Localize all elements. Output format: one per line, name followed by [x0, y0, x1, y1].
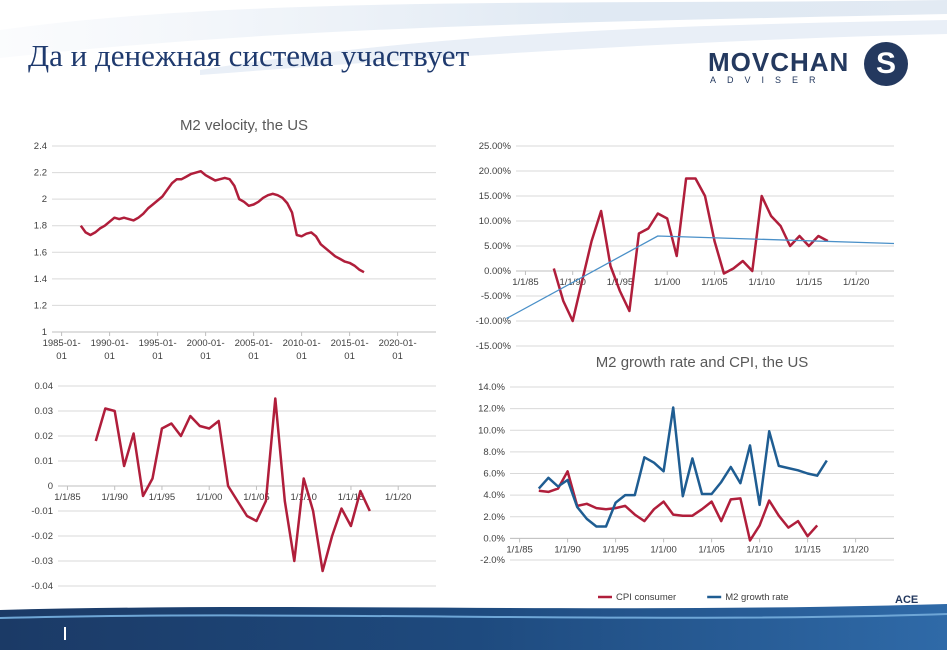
chart-svg: M2 velocity, the US 1 1.2 1.4 1.6 1.8 2 2.2 2.4 1… [34, 117, 436, 362]
y-tick-label: 14.0% [478, 382, 505, 393]
x-tick-label: 1/1/95 [149, 492, 175, 503]
x-tick-label: 2000-01-01 [187, 338, 225, 362]
legend-label-2: M2 growth rate [725, 592, 788, 603]
y-tick-label: -15.00% [476, 341, 512, 352]
x-tick-label: 1/1/00 [196, 492, 222, 503]
y-tick-label: 5.00% [484, 241, 511, 252]
x-tick-label: 1/1/05 [243, 492, 269, 503]
y-tick-label: 8.0% [483, 447, 505, 458]
x-tick-label: 1/1/05 [698, 544, 724, 555]
y-tick-label: 6.0% [483, 469, 505, 480]
x-tick-label: 1/1/00 [650, 544, 676, 555]
x-tick-label: 1985-01-01 [43, 338, 81, 362]
y-tick-label: 1.8 [34, 221, 47, 232]
y-tick-label: 0 [48, 481, 53, 492]
y-tick-label: 20.00% [479, 166, 512, 177]
legend-label-1: CPI consumer [616, 592, 676, 603]
x-tick-label: 1/1/15 [338, 492, 364, 503]
y-tick-label: 10.00% [479, 216, 512, 227]
chart-svg: 25.00% 20.00% 15.00% 10.00% 5.00% 0.00% -5.00%… [476, 141, 895, 352]
x-tick-label: 1/1/95 [607, 277, 633, 288]
y-tick-label: -0.02 [31, 531, 53, 542]
y-tick-label: -0.04 [31, 581, 53, 592]
y-tick-label: 0.02 [35, 431, 54, 442]
y-tick-label: 0.00% [484, 266, 511, 277]
x-tick-label: 1/1/85 [512, 277, 538, 288]
y-tick-label: 1.4 [34, 274, 47, 285]
y-tick-label: 2.0% [483, 512, 505, 523]
y-tick-label: 10.0% [478, 425, 505, 436]
logo-wordmark: MOVCHAN [708, 47, 850, 77]
x-tick-label: 1/1/20 [843, 277, 869, 288]
series-line-1 [79, 169, 365, 274]
y-tick-label: -10.00% [476, 316, 512, 327]
logo-subtitle: ADVISER [710, 75, 827, 85]
y-tick-label: 2.2 [34, 168, 47, 179]
x-tick-label: 1/1/85 [506, 544, 532, 555]
x-tick-label: 2015-01-01 [331, 338, 369, 362]
x-tick-label: 1/1/05 [701, 277, 727, 288]
y-tick-label: 1.6 [34, 247, 47, 258]
footer-page-mark [64, 627, 66, 640]
y-tick-label: 15.00% [479, 191, 512, 202]
chart-svg: M2 growth rate and CPI, the US 14.0% 12.0%… [478, 354, 894, 603]
y-tick-label: 2 [42, 194, 47, 205]
chart-title: M2 velocity, the US [180, 117, 308, 134]
logo-mark: S [864, 42, 908, 86]
x-tick-label: 1/1/20 [385, 492, 411, 503]
y-tick-label: 0.0% [483, 533, 505, 544]
x-tick-label: 2010-01-01 [283, 338, 321, 362]
x-tick-label: 1/1/90 [101, 492, 127, 503]
series-line-2 [537, 406, 828, 528]
x-tick-label: 1/1/00 [654, 277, 680, 288]
chart-m2-velocity: M2 velocity, the US 1 1.2 1.4 1.6 1.8 2 2.2 2.4 1… [28, 110, 448, 372]
chart-title: M2 growth rate and CPI, the US [596, 354, 809, 371]
y-tick-label: 0.01 [35, 456, 54, 467]
y-tick-label: 0.03 [35, 406, 54, 417]
x-tick-label: 1995-01-01 [139, 338, 177, 362]
y-tick-label: 25.00% [479, 141, 512, 152]
y-tick-label: -2.0% [480, 555, 505, 566]
chart-svg: 0.04 0.03 0.02 0.01 0 -0.01 -0.02 -0.03 -0.04 1/1… [31, 381, 436, 592]
chart-m2-growth-cpi: M2 growth rate and CPI, the US 14.0% 12.0%… [470, 354, 910, 610]
header-swoosh [0, 0, 947, 75]
x-tick-label: 1/1/15 [794, 544, 820, 555]
x-tick-label: 1/1/10 [290, 492, 316, 503]
chart-pct-deviation: 25.00% 20.00% 15.00% 10.00% 5.00% 0.00% -5.00%… [470, 138, 910, 353]
series-line-1 [94, 397, 371, 573]
series-line-1 [552, 177, 829, 323]
corner-fragment: ACE [895, 594, 919, 606]
y-tick-label: 0.04 [35, 381, 54, 392]
y-tick-label: -0.03 [31, 556, 53, 567]
series-line-1 [538, 470, 819, 542]
x-tick-label: 1/1/15 [796, 277, 822, 288]
x-tick-label: 1990-01-01 [91, 338, 129, 362]
y-tick-label: 4.0% [483, 490, 505, 501]
x-tick-label: 1/1/85 [54, 492, 80, 503]
y-tick-label: 1 [42, 327, 47, 338]
x-tick-label: 1/1/20 [842, 544, 868, 555]
y-tick-label: 2.4 [34, 141, 47, 152]
x-tick-label: 2020-01-01 [379, 338, 417, 362]
y-tick-label: 12.0% [478, 404, 505, 415]
x-tick-label: 1/1/10 [748, 277, 774, 288]
x-tick-label: 1/1/90 [554, 544, 580, 555]
y-tick-label: -5.00% [481, 291, 512, 302]
chart-small-deviation: 0.04 0.03 0.02 0.01 0 -0.01 -0.02 -0.03 -0.04 1/1… [28, 378, 448, 600]
slide-title: Да и денежная система участвует [28, 38, 470, 73]
series-line-2 [506, 235, 895, 320]
x-tick-label: 1/1/95 [602, 544, 628, 555]
company-logo: MOVCHAN ADVISER S [708, 42, 908, 88]
y-tick-label: -0.01 [31, 506, 53, 517]
x-tick-label: 2005-01-01 [235, 338, 273, 362]
footer-band [0, 604, 947, 650]
x-tick-label: 1/1/10 [746, 544, 772, 555]
y-tick-label: 1.2 [34, 300, 47, 311]
